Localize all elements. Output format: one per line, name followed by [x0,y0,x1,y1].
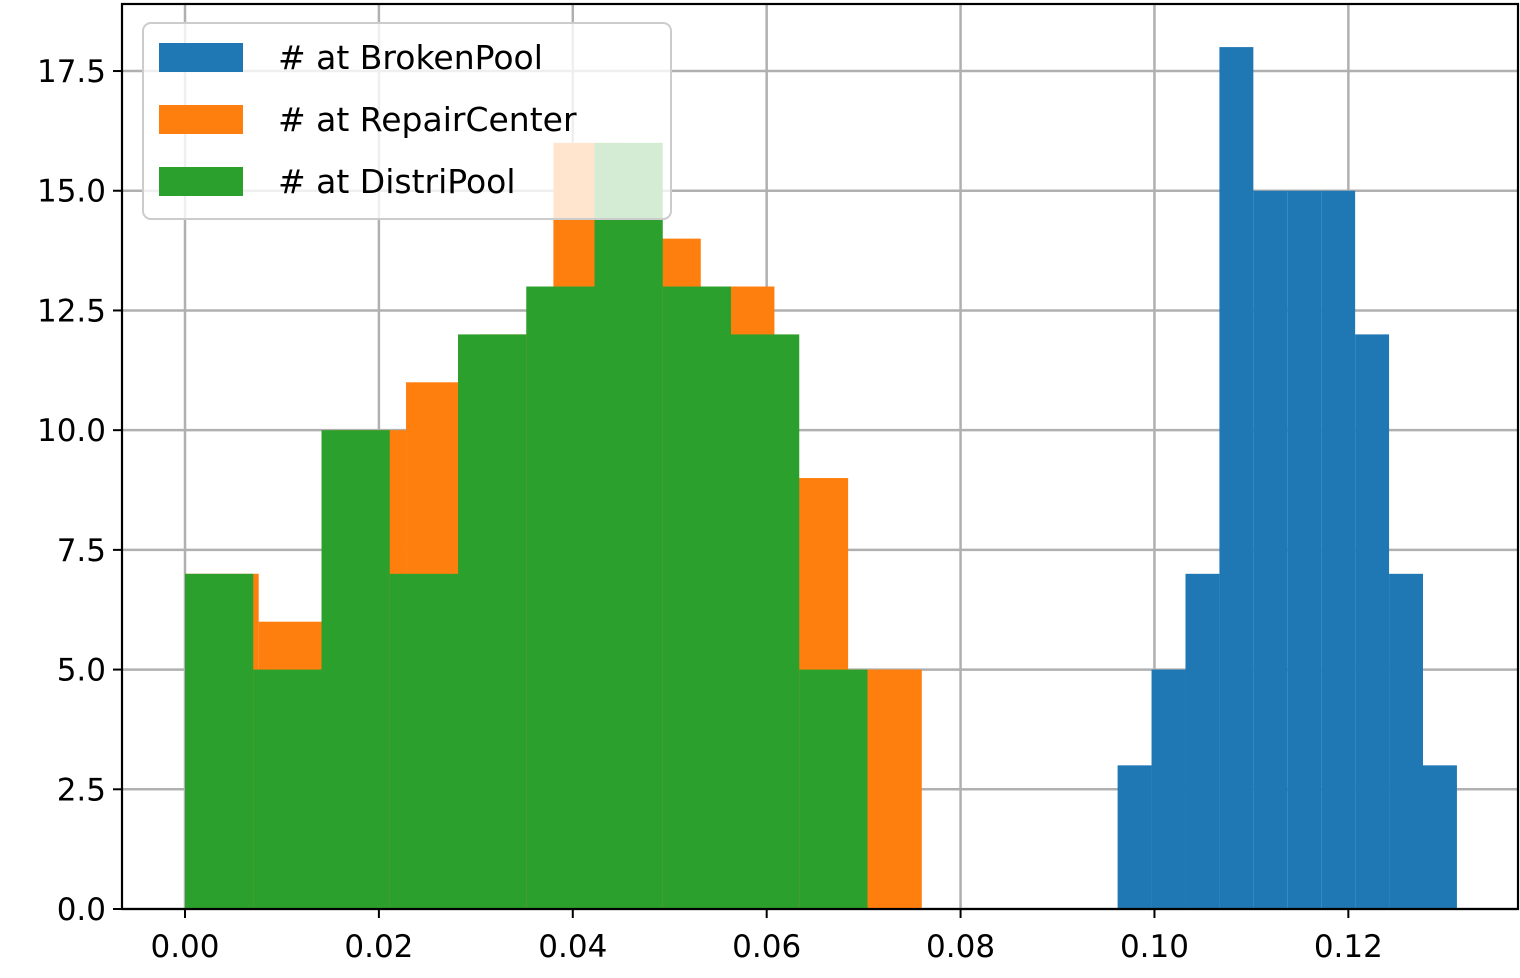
bar-at-brokenpool-2 [1185,573,1220,909]
bar-at-distripool-7 [662,286,732,910]
y-tick-label: 15.0 [37,174,106,210]
legend-swatch-at-brokenpool [159,43,243,72]
axes-spines [120,2,1520,911]
y-tick-label: 5.0 [57,653,106,689]
x-tick-label: 0.10 [1120,929,1189,965]
bar-at-brokenpool-5 [1287,190,1322,909]
x-tick-label: 0.12 [1314,929,1383,965]
legend-label-at-brokenpool: # at BrokenPool [278,38,543,77]
y-tick-label: 7.5 [57,533,106,569]
x-tick-label: 0.00 [150,929,219,965]
bar-at-distripool-6 [594,142,663,909]
bar-at-brokenpool-6 [1321,190,1356,909]
bar-at-distripool-0 [185,573,254,909]
bar-at-distripool-8 [731,334,800,909]
y-tick-label: 17.5 [37,54,106,90]
legend-swatch-at-distripool [159,167,243,196]
bar-at-brokenpool-0 [1117,765,1152,909]
x-tick-label: 0.02 [344,929,413,965]
bar-at-distripool-3 [389,573,459,909]
bar-at-brokenpool-3 [1219,47,1254,910]
axis-ticks: 0.00 0.02 0.04 0.06 0.08 0.10 0.12 0.0 2.5 5.0 7.5… [37,54,1383,965]
bar-at-brokenpool-1 [1151,669,1186,909]
axes-frame [120,2,1520,911]
bar-at-brokenpool-4 [1253,190,1288,909]
histogram-bars [185,47,1457,910]
y-tick-label: 0.0 [57,892,106,928]
bar-at-brokenpool-8 [1389,573,1423,909]
bar-at-brokenpool-9 [1422,765,1457,909]
bar-at-distripool-5 [526,286,595,910]
legend-label-at-distripool: # at DistriPool [278,162,516,201]
x-tick-label: 0.04 [538,929,607,965]
y-tick-label: 12.5 [37,293,106,329]
bar-at-distripool-2 [321,430,390,909]
y-tick-label: 2.5 [57,772,106,808]
bar-at-distripool-4 [458,334,527,909]
bar-at-brokenpool-7 [1355,334,1390,909]
bar-at-distripool-1 [253,669,322,909]
bar-at-distripool-9 [799,669,868,909]
legend-label-at-repaircenter: # at RepairCenter [278,100,577,139]
legend-swatch-at-repaircenter [159,105,243,134]
x-tick-label: 0.08 [926,929,995,965]
legend-box [142,22,672,220]
y-tick-label: 10.0 [37,413,106,449]
legend: # at BrokenPool # at RepairCenter # at Dis… [142,22,672,220]
x-tick-label: 0.06 [732,929,801,965]
